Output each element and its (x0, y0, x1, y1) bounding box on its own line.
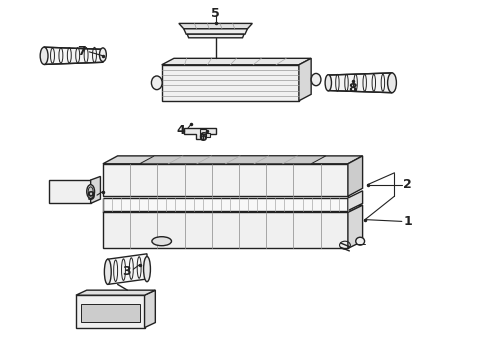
Polygon shape (184, 29, 247, 34)
Polygon shape (103, 156, 363, 164)
Ellipse shape (152, 237, 172, 246)
Polygon shape (162, 65, 299, 101)
Text: 3: 3 (122, 265, 131, 278)
Text: 8: 8 (348, 82, 357, 95)
Text: 2: 2 (403, 178, 412, 191)
Polygon shape (200, 129, 210, 137)
Polygon shape (76, 290, 155, 295)
Ellipse shape (40, 47, 48, 64)
Polygon shape (299, 58, 311, 101)
Polygon shape (76, 295, 145, 328)
Polygon shape (81, 304, 140, 322)
Polygon shape (348, 191, 363, 211)
Ellipse shape (311, 73, 321, 86)
Text: 7: 7 (77, 45, 86, 58)
Polygon shape (162, 58, 311, 65)
Ellipse shape (356, 237, 365, 245)
Polygon shape (179, 23, 252, 29)
Polygon shape (187, 34, 244, 38)
Text: 1: 1 (403, 215, 412, 228)
Polygon shape (184, 128, 216, 139)
Polygon shape (140, 156, 326, 164)
Ellipse shape (99, 48, 106, 62)
Polygon shape (328, 73, 392, 93)
Polygon shape (103, 205, 363, 212)
Ellipse shape (144, 256, 150, 282)
Ellipse shape (151, 76, 162, 90)
Polygon shape (91, 176, 100, 203)
Polygon shape (44, 47, 103, 64)
Text: 4: 4 (176, 124, 185, 137)
Polygon shape (348, 156, 363, 196)
Text: 5: 5 (211, 7, 220, 20)
Polygon shape (108, 254, 147, 284)
Ellipse shape (325, 75, 332, 91)
Text: 9: 9 (86, 190, 95, 203)
Polygon shape (145, 290, 155, 328)
Polygon shape (49, 180, 91, 203)
Ellipse shape (104, 259, 111, 284)
Polygon shape (103, 212, 348, 248)
Polygon shape (103, 164, 348, 196)
Ellipse shape (88, 187, 93, 196)
Ellipse shape (388, 73, 396, 93)
Polygon shape (348, 205, 363, 248)
Ellipse shape (87, 185, 95, 198)
Polygon shape (103, 198, 348, 211)
Text: 6: 6 (198, 131, 207, 144)
